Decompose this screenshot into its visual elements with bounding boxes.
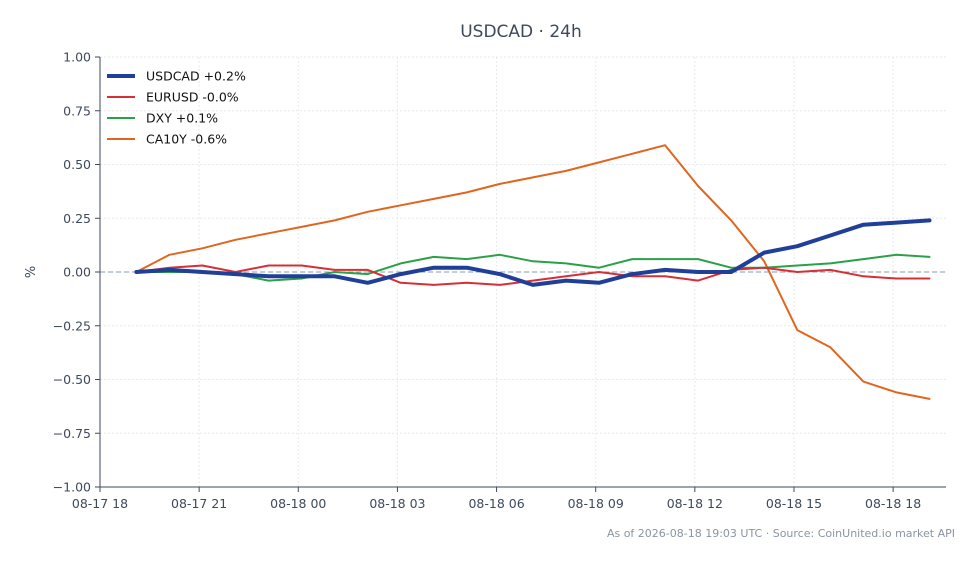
y-tick-label: 0.50 bbox=[63, 157, 91, 172]
y-tick-label: 0.00 bbox=[63, 265, 91, 280]
footer-note: As of 2026-08-18 19:03 UTC · Source: Coi… bbox=[607, 527, 955, 540]
y-tick-label: −0.25 bbox=[53, 318, 91, 333]
x-tick-label: 08-17 18 bbox=[72, 496, 128, 511]
y-axis-label: % bbox=[24, 266, 39, 278]
series-layer bbox=[134, 144, 932, 400]
x-tick-label: 08-18 03 bbox=[369, 496, 425, 511]
x-tick-label: 08-18 18 bbox=[865, 496, 921, 511]
series-line-usdcad bbox=[134, 218, 932, 287]
series-line-ca10y bbox=[135, 144, 931, 400]
series-line-eurusd bbox=[135, 264, 931, 286]
series-line-dxy bbox=[135, 253, 931, 282]
y-tick-label: 1.00 bbox=[63, 50, 91, 65]
y-tick-label: −1.00 bbox=[53, 480, 91, 495]
y-tick-label: −0.50 bbox=[53, 372, 91, 387]
x-tick-label: 08-18 15 bbox=[766, 496, 822, 511]
x-tick-label: 08-18 06 bbox=[468, 496, 524, 511]
x-tick-label: 08-18 09 bbox=[568, 496, 624, 511]
axis-layer: 1.00 0.75 0.50 0.25 0.00 −0.25 −0.50 −0.75 −1.00… bbox=[53, 50, 946, 511]
x-tick-label: 08-18 12 bbox=[667, 496, 723, 511]
chart-title: USDCAD · 24h bbox=[460, 22, 582, 42]
chart-legend: USDCAD +0.2% EURUSD -0.0% DXY +0.1% CA10Y -… bbox=[107, 69, 246, 147]
legend-label: EURUSD -0.0% bbox=[146, 90, 239, 105]
y-tick-label: 0.25 bbox=[63, 211, 91, 226]
x-tick-label: 08-17 21 bbox=[171, 496, 227, 511]
y-tick-label: −0.75 bbox=[53, 426, 91, 441]
legend-label: DXY +0.1% bbox=[146, 111, 218, 126]
legend-label: USDCAD +0.2% bbox=[146, 69, 246, 84]
legend-label: CA10Y -0.6% bbox=[146, 132, 227, 147]
y-tick-label: 0.75 bbox=[63, 103, 91, 118]
x-tick-label: 08-18 00 bbox=[270, 496, 326, 511]
